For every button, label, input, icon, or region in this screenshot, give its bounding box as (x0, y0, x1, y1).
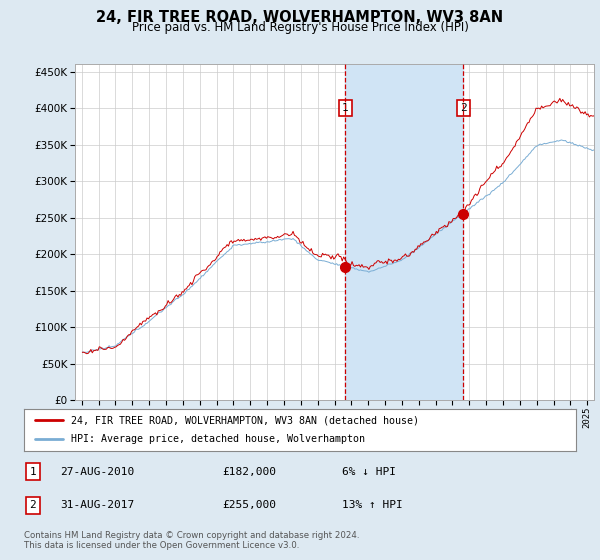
Text: 2: 2 (29, 501, 37, 510)
Bar (346, 64, 463, 400)
Text: 31-AUG-2017: 31-AUG-2017 (60, 501, 134, 510)
Text: 1: 1 (29, 467, 37, 477)
Text: 24, FIR TREE ROAD, WOLVERHAMPTON, WV3 8AN (detached house): 24, FIR TREE ROAD, WOLVERHAMPTON, WV3 8A… (71, 415, 419, 425)
Text: £255,000: £255,000 (222, 501, 276, 510)
Text: £182,000: £182,000 (222, 467, 276, 477)
Text: 24, FIR TREE ROAD, WOLVERHAMPTON, WV3 8AN: 24, FIR TREE ROAD, WOLVERHAMPTON, WV3 8A… (97, 10, 503, 25)
Text: 2: 2 (460, 103, 467, 113)
Text: 6% ↓ HPI: 6% ↓ HPI (342, 467, 396, 477)
Text: 13% ↑ HPI: 13% ↑ HPI (342, 501, 403, 510)
Text: 1: 1 (342, 103, 349, 113)
Text: Price paid vs. HM Land Registry's House Price Index (HPI): Price paid vs. HM Land Registry's House … (131, 21, 469, 34)
Text: HPI: Average price, detached house, Wolverhampton: HPI: Average price, detached house, Wolv… (71, 435, 365, 445)
Text: Contains HM Land Registry data © Crown copyright and database right 2024.
This d: Contains HM Land Registry data © Crown c… (24, 530, 359, 550)
Text: 27-AUG-2010: 27-AUG-2010 (60, 467, 134, 477)
